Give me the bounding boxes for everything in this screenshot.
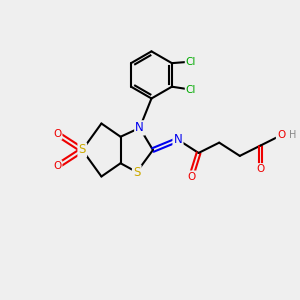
Text: Cl: Cl <box>186 57 196 67</box>
Text: N: N <box>174 133 182 146</box>
Text: N: N <box>135 122 144 134</box>
Text: O: O <box>256 164 265 174</box>
Text: O: O <box>187 172 195 182</box>
Text: O: O <box>53 161 61 171</box>
Text: H: H <box>289 130 296 140</box>
Text: O: O <box>53 129 61 139</box>
Text: Cl: Cl <box>186 85 196 94</box>
Text: O: O <box>277 130 285 140</box>
Text: S: S <box>133 166 140 178</box>
Text: S: S <box>79 143 86 157</box>
